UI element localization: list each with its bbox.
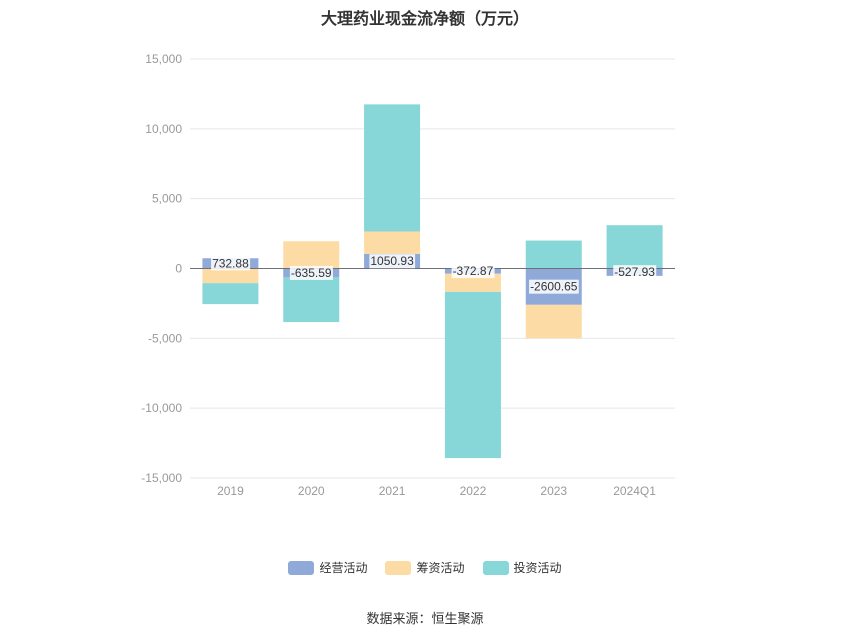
legend-label: 投资活动 (513, 561, 562, 575)
data-label: -527.93 (614, 265, 655, 279)
data-label: -372.87 (453, 264, 494, 278)
data-label-background (451, 264, 495, 279)
y-tick-label: 10,000 (145, 122, 182, 136)
legend-item[interactable]: 投资活动 (482, 559, 562, 576)
y-tick-label: -10,000 (141, 401, 182, 415)
bar-segment (364, 104, 421, 232)
bar-segment (283, 277, 340, 323)
x-tick-label: 2019 (217, 484, 244, 498)
grid-layer (190, 58, 675, 479)
bar-segment (525, 304, 582, 339)
data-source-note: 数据来源：恒生聚源 (366, 611, 484, 626)
x-tick-label: 2021 (379, 484, 406, 498)
y-tick-label: 0 (175, 262, 182, 276)
legend-swatch (385, 560, 412, 575)
legend-item[interactable]: 筹资活动 (385, 559, 465, 576)
x-tick-label: 2022 (460, 484, 487, 498)
legend: 经营活动 筹资活动 投资活动 (0, 559, 850, 576)
data-label: 1050.93 (370, 254, 414, 268)
data-label-background (369, 254, 416, 269)
data-label-background (211, 256, 251, 271)
x-tick-label: 2020 (298, 484, 325, 498)
data-label-background (289, 265, 333, 280)
data-label: 732.88 (212, 256, 249, 270)
y-tick-label: -5,000 (148, 331, 182, 345)
bar-segment (283, 241, 340, 269)
label-layer: 732.88 -635.59 1050.93 -372.87 -2600.65 -527.… (211, 254, 657, 294)
y-tick-label: 5,000 (152, 192, 182, 206)
data-label-background (613, 265, 657, 280)
data-label: -2600.65 (530, 280, 578, 294)
bar-layer (202, 104, 663, 459)
legend-label: 经营活动 (319, 561, 368, 575)
data-label-background (529, 279, 579, 294)
axis-layer: 15,000 10,000 5,000 0 -5,000 -10,000 -15,000 20… (141, 52, 675, 498)
chart-title: 大理药业现金流净额（万元） (320, 11, 529, 28)
legend-label: 筹资活动 (416, 561, 465, 575)
bar-segment (444, 291, 501, 459)
y-tick-label: -15,000 (141, 471, 182, 485)
bar-segment (525, 240, 582, 269)
bar-segment (444, 273, 501, 292)
bar-segment (606, 225, 663, 269)
bar-segment (202, 283, 259, 305)
legend-swatch (288, 560, 315, 575)
legend-item[interactable]: 经营活动 (288, 559, 367, 576)
x-tick-label: 2023 (540, 484, 567, 498)
legend-swatch (482, 560, 509, 575)
data-label: -635.59 (291, 266, 332, 280)
bar-segment (202, 268, 259, 284)
x-tick-label: 2024Q1 (613, 484, 656, 498)
y-tick-label: 15,000 (145, 52, 182, 66)
bar-segment (364, 231, 421, 254)
